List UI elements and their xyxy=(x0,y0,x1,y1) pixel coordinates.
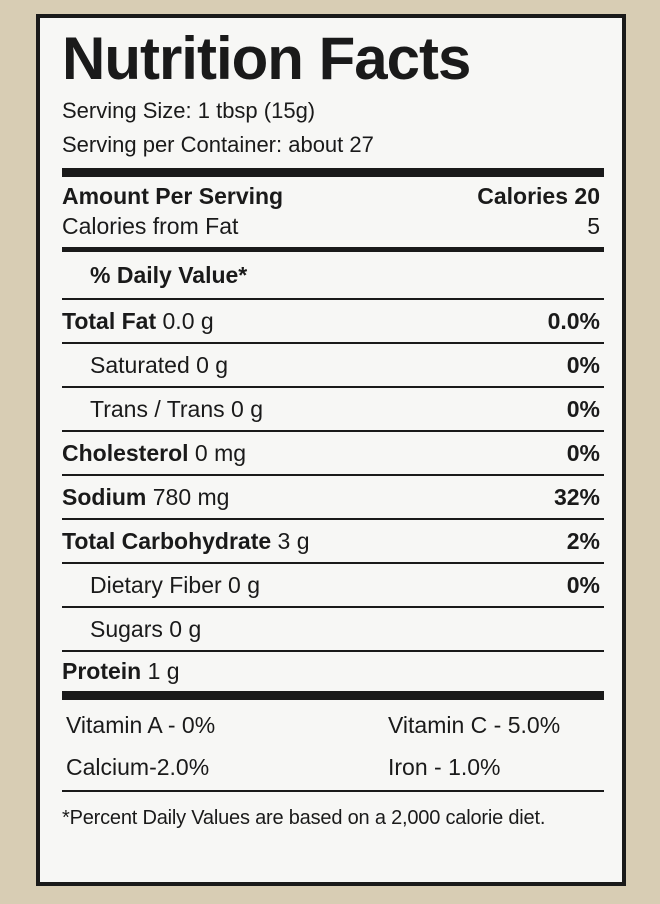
nutrient-name: Dietary Fiber 0 g xyxy=(90,571,261,598)
nutrition-label: Nutrition Facts Serving Size: 1 tbsp (15… xyxy=(36,14,626,886)
amount-per-serving-row: Amount Per Serving Calories 20 xyxy=(62,181,604,211)
vitamins-minerals: Vitamin A - 0% Vitamin C - 5.0% Calcium-… xyxy=(62,700,604,792)
nutrient-row-sodium: Sodium 780 mg 32% xyxy=(62,476,604,520)
nutrient-name: Sodium xyxy=(62,483,147,510)
nutrient-row-total-fat: Total Fat 0.0 g 0.0% xyxy=(62,300,604,344)
calories-from-fat-value: 5 xyxy=(587,213,600,239)
nutrient-amount: 0.0 g xyxy=(156,307,214,334)
calcium: Calcium-2.0% xyxy=(66,754,210,780)
nutrient-row-total-carbohydrate: Total Carbohydrate 3 g 2% xyxy=(62,520,604,564)
nutrient-amount: 780 mg xyxy=(146,483,230,510)
nutrient-amount: 0 mg xyxy=(188,439,247,466)
calories-value: Calories 20 xyxy=(477,183,600,209)
nutrient-row-protein: Protein 1 g xyxy=(62,652,604,700)
nutrient-name: Cholesterol xyxy=(62,439,189,466)
nutrient-dv: 0% xyxy=(566,571,600,598)
nutrient-row-sugars: Sugars 0 g xyxy=(62,608,604,652)
amount-per-serving-label: Amount Per Serving xyxy=(62,183,284,209)
calories-from-fat-row: Calories from Fat 5 xyxy=(62,211,604,252)
nutrient-row-trans: Trans / Trans 0 g 0% xyxy=(62,388,604,432)
calories-from-fat-label: Calories from Fat xyxy=(62,213,239,239)
nutrient-row-saturated: Saturated 0 g 0% xyxy=(62,344,604,388)
vitamin-c: Vitamin C - 5.0% xyxy=(388,712,561,738)
vitamin-a: Vitamin A - 0% xyxy=(66,712,216,738)
nutrient-dv: 0% xyxy=(566,439,600,466)
label-title: Nutrition Facts xyxy=(62,25,471,92)
nutrient-amount: 3 g xyxy=(271,527,310,554)
nutrient-amount: 1 g xyxy=(141,658,180,684)
nutrient-name: Protein xyxy=(62,658,142,684)
nutrient-row-cholesterol: Cholesterol 0 mg 0% xyxy=(62,432,604,476)
nutrient-dv: 0.0% xyxy=(547,307,600,334)
nutrient-dv: 2% xyxy=(566,527,600,554)
nutrient-dv: 32% xyxy=(553,483,600,510)
daily-value-header: % Daily Value* xyxy=(62,252,604,300)
nutrient-name: Saturated 0 g xyxy=(90,351,229,378)
nutrient-name: Total Fat xyxy=(62,307,157,334)
divider-thick xyxy=(62,168,604,177)
nutrient-name: Trans / Trans 0 g xyxy=(90,395,263,422)
nutrient-name: Sugars 0 g xyxy=(90,615,202,642)
servings-per-container: Serving per Container: about 27 xyxy=(62,132,374,157)
nutrient-dv: 0% xyxy=(566,351,600,378)
footnote: *Percent Daily Values are based on a 2,0… xyxy=(62,807,546,829)
serving-size: Serving Size: 1 tbsp (15g) xyxy=(62,98,316,123)
nutrient-dv: 0% xyxy=(566,395,600,422)
iron: Iron - 1.0% xyxy=(388,754,501,780)
nutrient-row-dietary-fiber: Dietary Fiber 0 g 0% xyxy=(62,564,604,608)
nutrient-name: Total Carbohydrate xyxy=(62,527,272,554)
